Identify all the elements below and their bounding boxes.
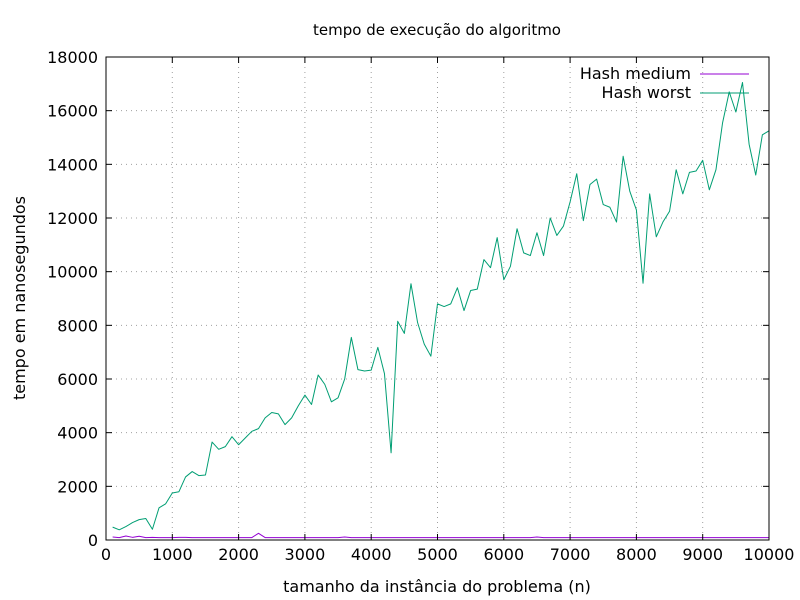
x-tick-label: 1000 xyxy=(152,545,193,564)
y-axis-title: tempo em nanosegundos xyxy=(10,196,29,400)
x-tick-label: 2000 xyxy=(218,545,259,564)
legend-label: Hash medium xyxy=(580,64,691,83)
grid-lines xyxy=(106,57,769,540)
x-tick-label: 4000 xyxy=(351,545,392,564)
x-tick-label: 8000 xyxy=(616,545,657,564)
x-tick-label: 6000 xyxy=(483,545,524,564)
y-tick-label: 18000 xyxy=(47,48,98,67)
x-axis-title: tamanho da instância do problema (n) xyxy=(283,577,591,596)
x-tick-label: 0 xyxy=(101,545,111,564)
x-tick-label: 5000 xyxy=(417,545,458,564)
y-tick-label: 10000 xyxy=(47,263,98,282)
series-line-hash-medium xyxy=(112,532,769,539)
y-tick-label: 12000 xyxy=(47,209,98,228)
series-lines xyxy=(112,81,770,539)
y-tick-label: 4000 xyxy=(57,424,98,443)
x-tick-label: 3000 xyxy=(285,545,326,564)
chart-title: tempo de execução do algoritmo xyxy=(313,21,561,39)
y-tick-label: 8000 xyxy=(57,316,98,335)
y-tick-label: 16000 xyxy=(47,102,98,121)
y-tick-label: 6000 xyxy=(57,370,98,389)
x-tick-label: 9000 xyxy=(682,545,723,564)
legend-label: Hash worst xyxy=(602,83,691,102)
x-tick-label: 7000 xyxy=(550,545,591,564)
y-tick-label: 14000 xyxy=(47,155,98,174)
series-line-hash-worst xyxy=(112,81,770,531)
x-tick-label: 10000 xyxy=(744,545,795,564)
y-tick-label: 0 xyxy=(88,531,98,550)
y-tick-label: 2000 xyxy=(57,477,98,496)
axis-ticks: 0 1000 2000 3000 4000 5000 6000 7000 8000 9000 100… xyxy=(47,48,794,564)
